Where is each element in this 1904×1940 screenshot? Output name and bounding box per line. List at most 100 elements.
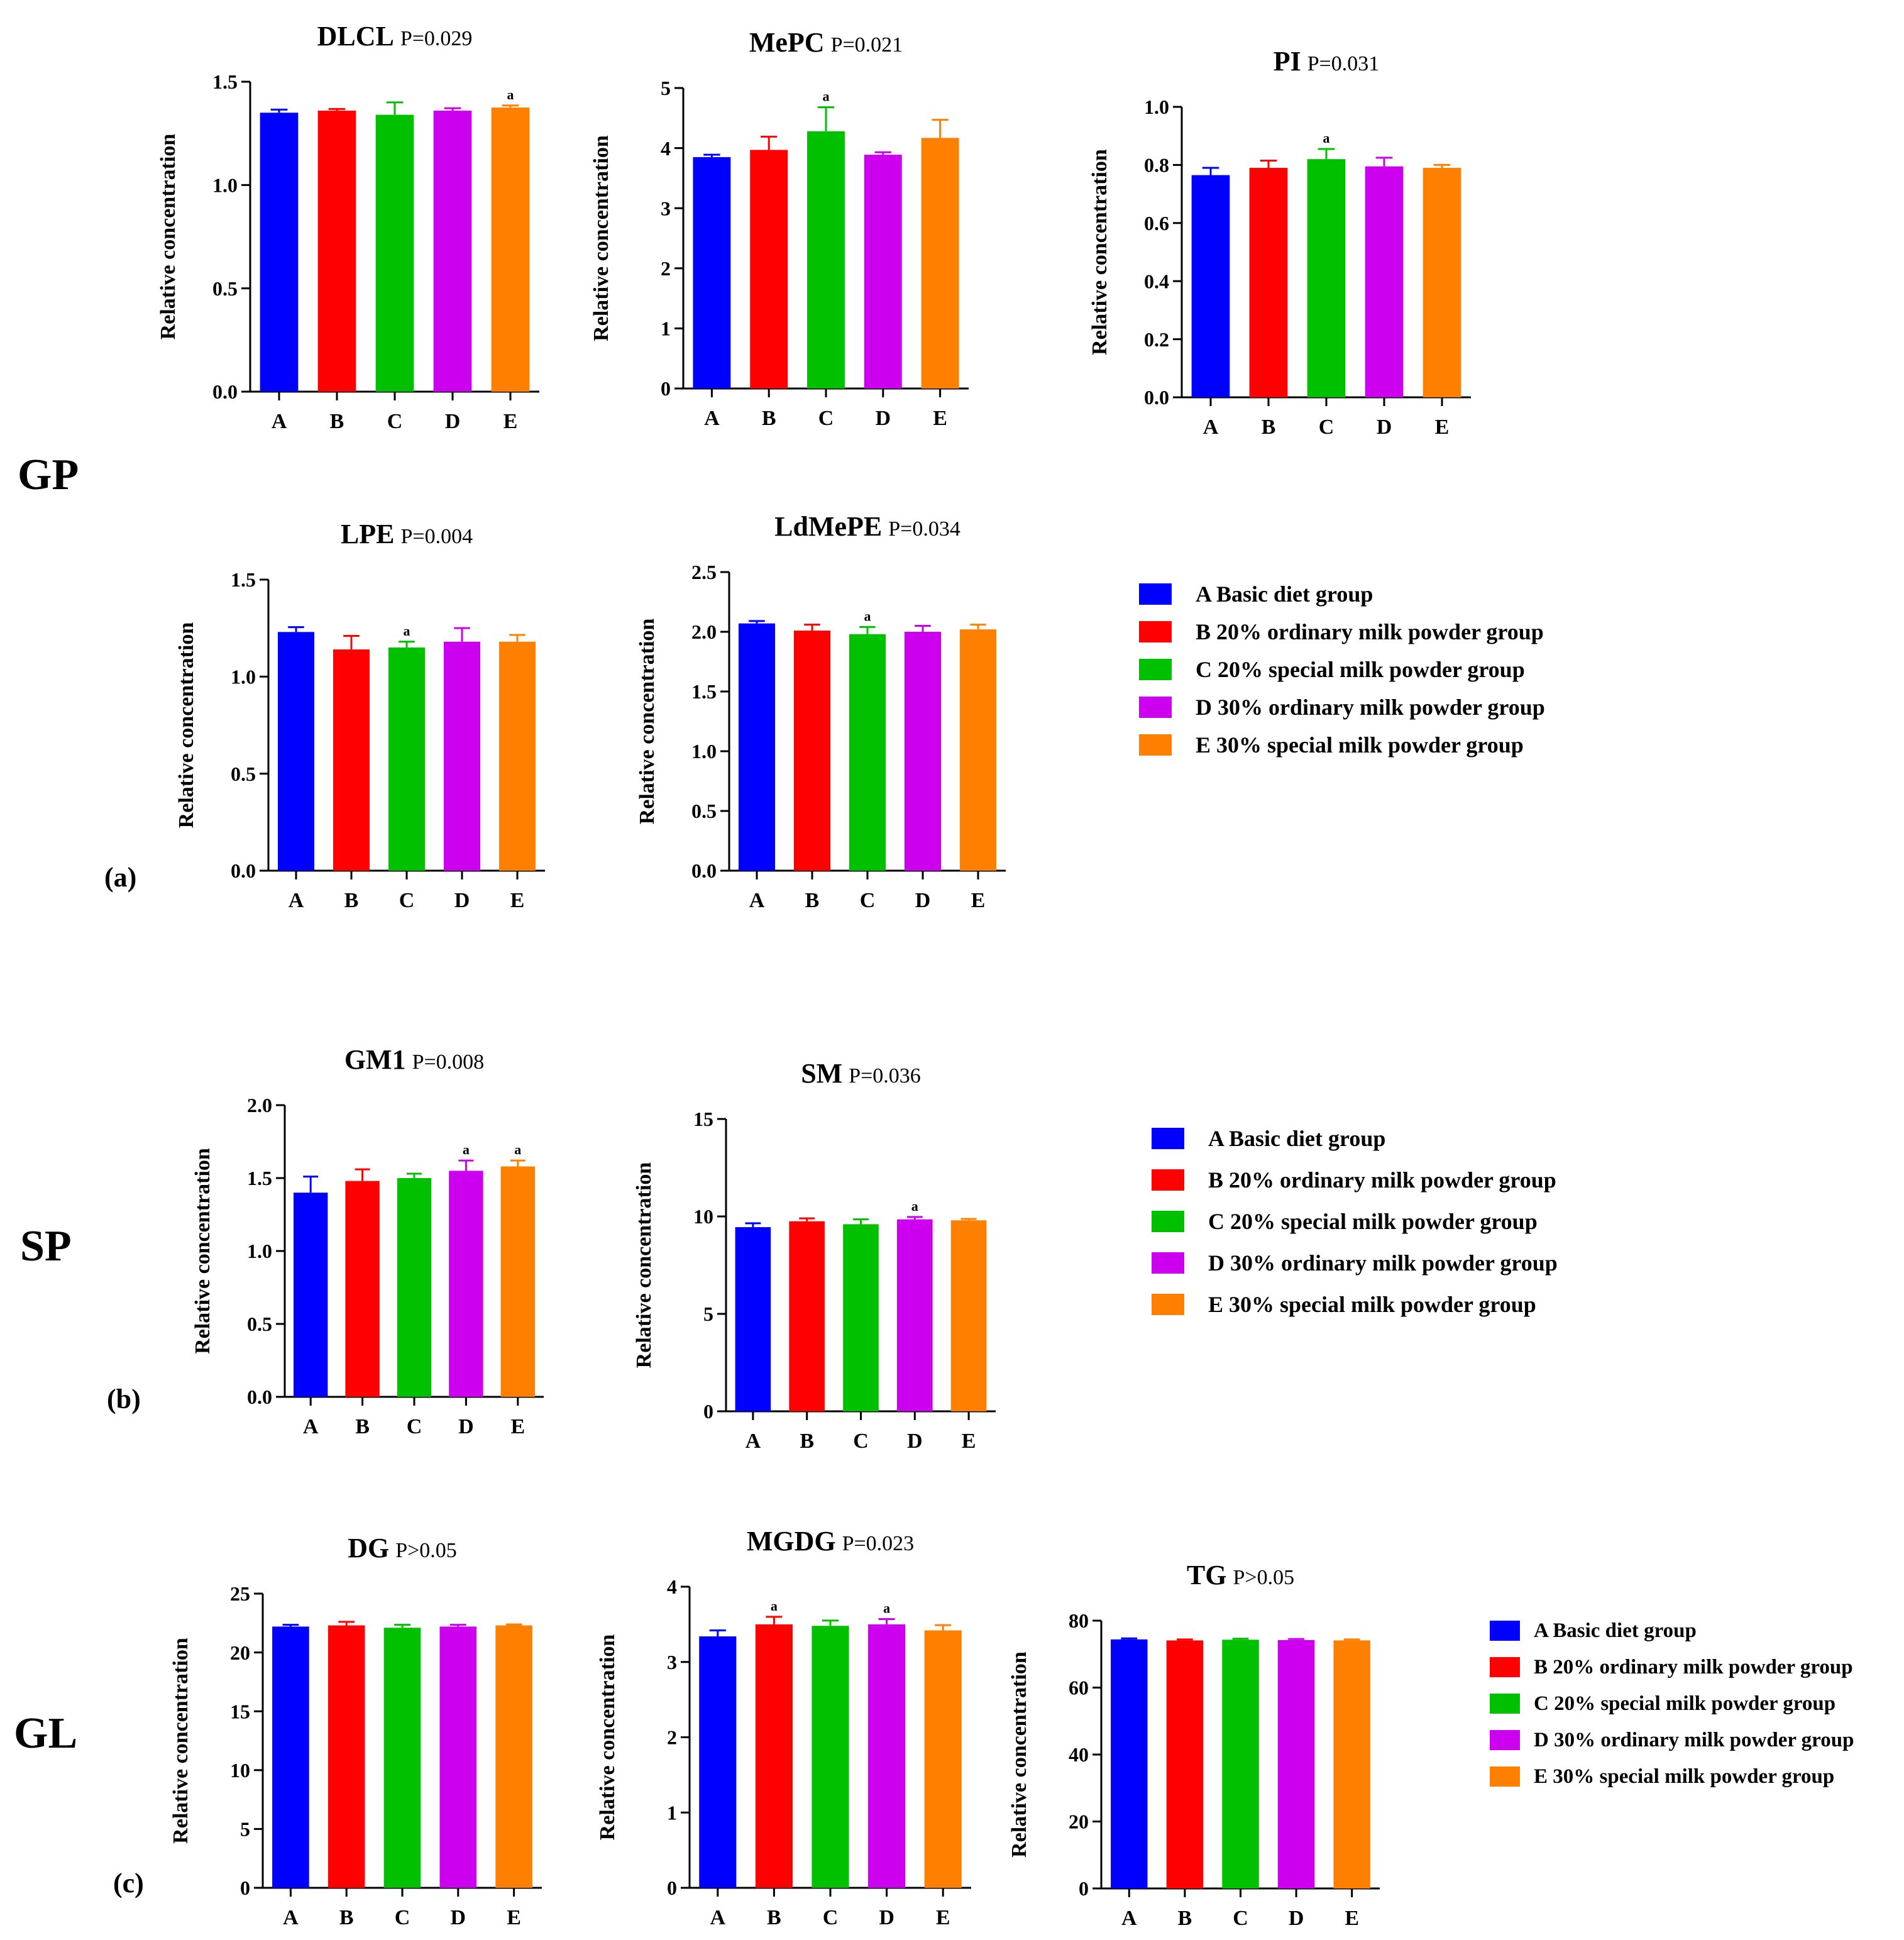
chart-title: LdMePE P=0.034 — [774, 511, 960, 542]
legend-item-b: B 20% ordinary milk powder group — [1139, 613, 1545, 651]
bar-a — [699, 1636, 737, 1888]
legend-item-c: C 20% special milk powder group — [1139, 651, 1545, 688]
x-tick-label: D — [915, 889, 931, 912]
chart-title-pvalue: P=0.034 — [888, 517, 960, 541]
chart-title-pvalue: P=0.029 — [400, 27, 473, 50]
bar-a — [738, 623, 776, 871]
y-tick-label: 1 — [661, 317, 671, 340]
bar-a — [272, 1626, 309, 1888]
y-tick-label: 0 — [703, 1400, 713, 1423]
section-label-sp: SP — [20, 1222, 72, 1270]
y-tick-label: 0.0 — [212, 380, 238, 403]
x-tick-label: E — [1435, 416, 1450, 439]
legend-label-e: E 30% special milk powder group — [1196, 732, 1524, 758]
x-tick-label: B — [800, 1430, 814, 1453]
y-tick-label: 1 — [667, 1801, 677, 1824]
legend-item-e: E 30% special milk powder group — [1152, 1284, 1558, 1325]
bar-e — [491, 107, 530, 392]
chart-mgdg: 0 1 2 3 4 Relative concentration MGDG P=0.023 Aa… — [596, 1526, 971, 1929]
y-tick-label: 20 — [1069, 1810, 1089, 1833]
legend-label-a: A Basic diet group — [1208, 1126, 1386, 1151]
x-tick-label: C — [387, 410, 403, 433]
x-tick-label: B — [339, 1906, 354, 1929]
x-tick-label: E — [504, 410, 518, 433]
legend-swatch-e — [1139, 734, 1172, 756]
significance-mark: a — [864, 608, 871, 624]
x-tick-label: E — [1345, 1907, 1359, 1930]
y-tick-label: 15 — [693, 1108, 713, 1130]
legend-item-a: A Basic diet group — [1139, 575, 1545, 613]
bar-e — [1422, 168, 1461, 397]
bar-b — [317, 111, 356, 392]
bar-b — [1249, 168, 1288, 397]
chart-title-pvalue: P=0.031 — [1307, 52, 1380, 75]
legend-swatch-b — [1490, 1657, 1520, 1677]
panel-label-a: (a) — [104, 862, 136, 893]
chart-title-name: DLCL — [317, 21, 394, 52]
x-tick-label: B — [1262, 416, 1276, 439]
x-tick-label: C — [860, 889, 876, 912]
legend-label-b: B 20% ordinary milk powder group — [1534, 1655, 1853, 1678]
x-tick-label: E — [510, 889, 525, 912]
y-tick-label: 0.0 — [231, 859, 256, 882]
bar-d — [433, 111, 472, 392]
y-tick-label: 1.0 — [247, 1240, 272, 1262]
y-tick-label: 0.4 — [1144, 270, 1169, 292]
bar-b — [793, 631, 831, 871]
chart-title: DLCL P=0.029 — [317, 21, 473, 52]
chart-pi: 0.0 0.2 0.4 0.6 0.8 1.0 Relative concentration… — [1088, 46, 1471, 439]
y-tick-label: 0.2 — [1144, 328, 1169, 351]
x-tick-label: B — [762, 407, 776, 430]
y-axis-label: Relative concentration — [1088, 149, 1111, 355]
charts-layer: 0.0 0.5 1.0 1.5 Relative concentration DLCL P=… — [157, 21, 1471, 1930]
legend-label-d: D 30% ordinary milk powder group — [1534, 1728, 1854, 1751]
chart-title-name: MGDG — [747, 1526, 836, 1557]
x-tick-label: B — [330, 410, 344, 433]
legend-swatch-d — [1139, 697, 1172, 718]
y-tick-label: 0 — [667, 1877, 677, 1899]
bar-d — [449, 1171, 483, 1397]
y-axis-label: Relative concentration — [157, 134, 180, 340]
x-tick-label: A — [283, 1906, 299, 1929]
y-tick-label: 0.6 — [1144, 212, 1169, 234]
x-tick-label: B — [1178, 1907, 1192, 1930]
x-tick-label: A — [710, 1906, 726, 1929]
chart-gm1: 0.0 0.5 1.0 1.5 2.0 Relative concentration GM1… — [191, 1044, 544, 1438]
x-tick-label: D — [1289, 1907, 1304, 1930]
chart-lpe: 0.0 0.5 1.0 1.5 Relative concentration LPE P=0… — [175, 519, 545, 912]
y-tick-label: 5 — [240, 1818, 250, 1841]
significance-mark: a — [771, 1598, 778, 1614]
x-tick-label: C — [853, 1430, 869, 1453]
significance-mark: a — [404, 623, 410, 639]
legend-label-e: E 30% special milk powder group — [1208, 1292, 1536, 1317]
y-tick-label: 1.0 — [212, 174, 238, 197]
y-axis-label: Relative concentration — [632, 1162, 656, 1369]
x-tick-label: D — [876, 407, 891, 430]
y-tick-label: 2.5 — [691, 561, 717, 583]
x-tick-label: E — [933, 407, 947, 430]
bar-b — [750, 150, 788, 389]
legend-item-d: D 30% ordinary milk powder group — [1490, 1722, 1854, 1758]
chart-title-pvalue: P=0.036 — [849, 1064, 921, 1088]
y-tick-label: 3 — [667, 1651, 677, 1673]
x-tick-label: E — [510, 1415, 525, 1438]
legend-swatch-c — [1490, 1694, 1520, 1714]
x-tick-label: A — [1203, 416, 1219, 439]
legend-label-a: A Basic diet group — [1196, 581, 1373, 607]
y-tick-label: 60 — [1069, 1677, 1089, 1699]
legend-label-d: D 30% ordinary milk powder group — [1196, 695, 1545, 720]
y-tick-label: 80 — [1069, 1609, 1089, 1632]
bar-b — [755, 1624, 793, 1888]
chart-dg: 0 5 10 15 20 25 Relative concentration DG P>0.05… — [169, 1533, 542, 1929]
chart-title-pvalue: P>0.05 — [395, 1539, 457, 1562]
y-tick-label: 0.0 — [1144, 386, 1169, 409]
chart-mepc: 0 1 2 3 4 5 Relative concentration MePC P=0.021 A… — [590, 27, 969, 430]
y-tick-label: 1.0 — [1144, 96, 1169, 118]
x-tick-label: E — [962, 1430, 976, 1453]
bar-b — [345, 1181, 380, 1397]
y-tick-label: 0.5 — [247, 1313, 272, 1335]
legend-item-b: B 20% ordinary milk powder group — [1152, 1159, 1558, 1201]
chart-title-pvalue: P=0.023 — [842, 1532, 915, 1555]
chart-title: GM1 P=0.008 — [344, 1044, 484, 1075]
